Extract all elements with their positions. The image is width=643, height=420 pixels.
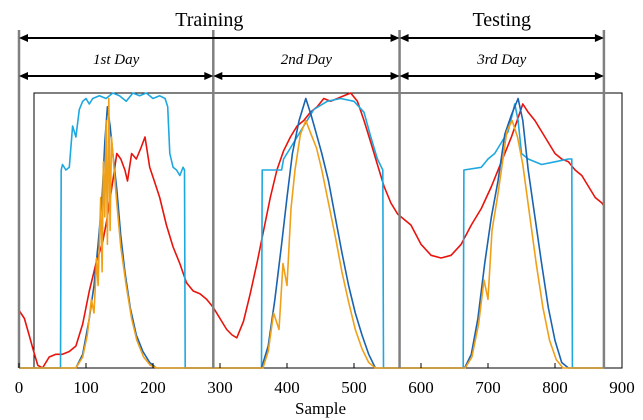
phase-arrow-training-head-left: [19, 34, 28, 42]
x-tick-label: 200: [140, 378, 166, 397]
day-arrow-1-head-right: [204, 72, 214, 80]
phase-label-testing: Testing: [472, 9, 531, 31]
day-arrow-2-head-left: [213, 72, 223, 80]
x-tick-label: 100: [73, 378, 99, 397]
day-arrow-2-head-right: [390, 72, 400, 80]
day-arrow-1: [19, 72, 214, 80]
x-tick-label: 300: [207, 378, 233, 397]
x-tick-label: 900: [609, 378, 635, 397]
x-axis-title: Sample: [295, 399, 346, 418]
day-arrow-3-head-right: [594, 72, 604, 80]
phase-arrow-training-head-right: [390, 34, 400, 42]
day-arrow-2: [213, 72, 400, 80]
plot-area-frame: [33, 92, 623, 369]
phase-arrow-testing-head-right: [594, 34, 604, 42]
series-line-4: [19, 97, 604, 369]
x-tick-label: 700: [475, 378, 501, 397]
day-label-3: 3rd Day: [476, 52, 526, 68]
phase-arrow-training: [19, 34, 400, 42]
phase-label-training: Training: [175, 9, 243, 31]
day-label-1: 1st Day: [93, 52, 140, 68]
day-label-2: 2nd Day: [281, 52, 333, 68]
x-tick-label: 0: [15, 378, 24, 397]
day-arrow-1-head-left: [19, 72, 28, 80]
phase-arrow-testing-head-left: [399, 34, 409, 42]
x-tick-label: 600: [408, 378, 434, 397]
x-tick-label: 400: [274, 378, 300, 397]
x-tick-label: 500: [341, 378, 367, 397]
phase-arrow-testing: [399, 34, 604, 42]
day-arrow-3: [399, 72, 604, 80]
x-tick-label: 800: [542, 378, 568, 397]
day-arrow-3-head-left: [399, 72, 409, 80]
